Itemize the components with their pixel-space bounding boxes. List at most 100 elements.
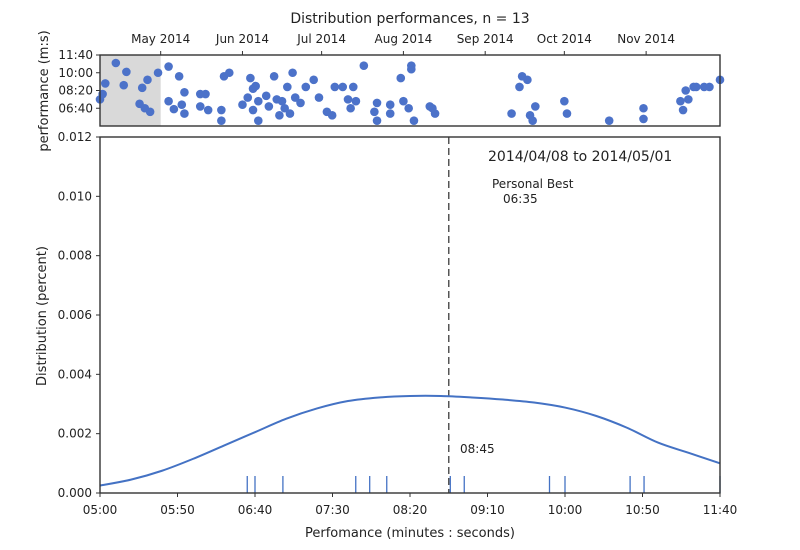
scatter-point	[246, 73, 255, 83]
top-chart-title: Distribution performances, n = 13	[290, 11, 529, 27]
scatter-point	[290, 93, 300, 102]
scatter-point	[153, 68, 163, 78]
scatter-point	[359, 61, 369, 70]
top-y-ticks: 06:40 08:20 10:00 11:40	[58, 48, 100, 115]
scatter-point	[296, 98, 305, 108]
scatter-point	[681, 86, 691, 95]
bottom-x-tick-label: 08:20	[393, 503, 428, 517]
scatter-point	[348, 82, 358, 92]
scatter-point	[261, 91, 271, 101]
top-x-tick-label: Oct 2014	[537, 32, 592, 46]
scatter-point	[370, 107, 379, 117]
top-x-tick-label: Jun 2014	[215, 32, 269, 46]
scatter-point	[705, 82, 714, 92]
scatter-point	[169, 104, 179, 114]
scatter-point	[201, 89, 210, 99]
bottom-x-tick-label: 11:40	[703, 503, 738, 517]
scatter-point	[523, 75, 532, 85]
bottom-y-tick-label: 0.006	[58, 308, 92, 322]
scatter-point	[251, 81, 260, 91]
scatter-point	[691, 82, 701, 92]
scatter-point	[217, 116, 226, 125]
scatter-point	[639, 103, 648, 113]
scatter-point	[174, 72, 184, 81]
scatter-point	[164, 96, 173, 106]
scatter-point	[111, 58, 121, 68]
scatter-point	[396, 73, 406, 83]
scatter-point	[180, 87, 189, 97]
scatter-point	[314, 93, 324, 102]
top-x-tick-label: Aug 2014	[375, 32, 433, 46]
scatter-point	[430, 109, 440, 118]
scatter-point	[399, 96, 408, 106]
top-x-tick-label: Nov 2014	[617, 32, 675, 46]
scatter-point	[528, 116, 537, 125]
bottom-y-tick-label: 0.004	[58, 367, 92, 381]
scatter-point	[351, 96, 361, 106]
bottom-x-tick-label: 09:10	[470, 503, 505, 517]
scatter-point	[145, 107, 155, 117]
scatter-point	[407, 61, 416, 70]
scatter-point	[309, 75, 319, 85]
bottom-y-tick-label: 0.012	[58, 130, 92, 144]
scatter-point	[639, 114, 648, 124]
scatter-point	[327, 111, 337, 120]
bottom-y-axis-label: Distribution (percent)	[35, 246, 50, 386]
top-y-tick-label: 10:00	[58, 66, 93, 80]
scatter-point	[385, 109, 395, 118]
scatter-point	[372, 98, 382, 108]
scatter-point	[343, 95, 353, 104]
scatter-point	[137, 83, 147, 93]
scatter-point	[678, 105, 688, 115]
scatter-point	[515, 82, 524, 92]
bottom-y-tick-label: 0.002	[58, 427, 92, 441]
scatter-point	[277, 96, 287, 106]
scatter-point	[203, 105, 213, 115]
scatter-point	[224, 68, 234, 78]
date-range-label: 2014/04/08 to 2014/05/01	[488, 149, 672, 165]
top-x-tick-label: May 2014	[131, 32, 190, 46]
top-y-tick-label: 11:40	[58, 48, 93, 62]
scatter-point	[238, 100, 247, 109]
scatter-point	[346, 103, 355, 113]
scatter-point	[385, 100, 395, 109]
scatter-point	[330, 82, 340, 92]
bottom-y-tick-label: 0.008	[58, 249, 92, 263]
scatter-point	[288, 68, 297, 78]
top-x-tick-label: Sep 2014	[457, 32, 514, 46]
scatter-point	[684, 95, 693, 104]
top-x-ticks: May 2014 Jun 2014 Jul 2014 Aug 2014 Sep 2014…	[131, 32, 675, 55]
scatter-point	[248, 105, 258, 115]
vline-value-label: 08:45	[460, 442, 495, 456]
scatter-point	[338, 82, 348, 92]
bottom-x-tick-label: 10:50	[625, 503, 660, 517]
bottom-y-tick-label: 0.010	[58, 189, 92, 203]
top-y-tick-label: 06:40	[58, 101, 93, 115]
scatter-point	[280, 103, 289, 113]
bottom-x-ticks: 05:00 05:50 06:40 07:30 08:20 09:10 10:00 10:50…	[83, 493, 738, 517]
scatter-point	[119, 80, 129, 90]
scatter-point	[507, 109, 516, 118]
scatter-point	[264, 102, 274, 111]
bottom-x-tick-label: 07:30	[315, 503, 350, 517]
rug-ticks	[246, 476, 721, 493]
scatter-point	[180, 109, 189, 118]
bottom-x-tick-label: 05:00	[83, 503, 118, 517]
scatter-point	[195, 102, 205, 111]
scatter-point	[372, 116, 382, 125]
scatter-point	[217, 105, 226, 115]
scatter-point	[253, 96, 263, 106]
scatter-point	[177, 100, 187, 109]
scatter-point	[560, 96, 569, 106]
scatter-point	[100, 79, 110, 88]
bottom-x-tick-label: 05:50	[160, 503, 195, 517]
top-x-tick-label: Jul 2014	[296, 32, 346, 46]
personal-best-value: 06:35	[503, 192, 538, 206]
personal-best-label: Personal Best	[492, 177, 574, 191]
bottom-plot-frame	[99, 136, 721, 494]
bottom-x-axis-label: Perfomance (minutes : seconds)	[305, 526, 515, 541]
bottom-x-tick-label: 06:40	[238, 503, 273, 517]
scatter-point	[301, 82, 311, 92]
bottom-y-ticks: 0.000 0.002 0.004 0.006 0.008 0.010 0.012	[58, 130, 100, 500]
